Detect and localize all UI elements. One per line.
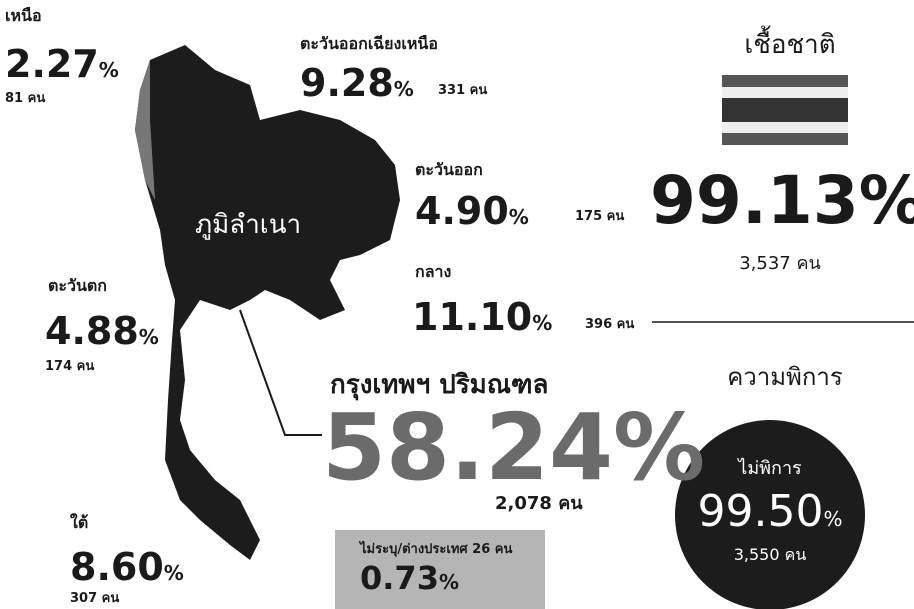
disability-label: ไม่พิการ bbox=[738, 458, 802, 479]
disability-title: ความพิการ bbox=[727, 363, 843, 391]
unit: % bbox=[532, 311, 553, 335]
unit: % bbox=[138, 325, 159, 349]
region-name: กรุงเทพฯ ปริมณฑล bbox=[330, 370, 549, 400]
value: 8.60 bbox=[70, 545, 164, 589]
region-count: 307 คน bbox=[70, 591, 120, 606]
unit: % bbox=[859, 162, 914, 239]
region-name: ตะวันออกเฉียงเหนือ bbox=[300, 34, 438, 53]
ethnicity-percent: 99.13% bbox=[650, 168, 914, 234]
region-percent: 4.90% bbox=[415, 192, 529, 230]
region-name: เหนือ bbox=[5, 6, 42, 25]
disability-count: 3,550 คน bbox=[733, 545, 807, 564]
value: 58.24 bbox=[322, 394, 614, 501]
map-label: ภูมิลำเนา bbox=[195, 210, 302, 240]
region-count: 331 คน bbox=[438, 83, 488, 98]
region-percent: 58.24% bbox=[322, 402, 705, 494]
region-count: 175 คน bbox=[575, 209, 625, 224]
unit: % bbox=[823, 507, 843, 531]
value: 99.50 bbox=[697, 486, 824, 537]
value: 4.88 bbox=[45, 309, 139, 353]
ethnicity-count: 3,537 คน bbox=[739, 253, 821, 274]
unspecified-percent: 0.73% bbox=[360, 562, 459, 594]
value: 9.28 bbox=[300, 61, 394, 105]
region-percent: 2.27% bbox=[5, 45, 119, 83]
value: 11.10 bbox=[412, 295, 533, 339]
region-name: กลาง bbox=[415, 262, 452, 281]
unit: % bbox=[163, 561, 184, 585]
region-count: 174 คน bbox=[45, 359, 95, 374]
value: 2.27 bbox=[5, 42, 99, 86]
region-name: ตะวันตก bbox=[48, 276, 107, 295]
region-percent: 9.28% bbox=[300, 64, 414, 102]
region-count: 396 คน bbox=[585, 317, 635, 332]
unit: % bbox=[508, 205, 529, 229]
region-count: 2,078 คน bbox=[495, 493, 583, 514]
unit: % bbox=[613, 394, 706, 501]
disability-circle bbox=[675, 420, 865, 609]
region-count: 81 คน bbox=[5, 91, 46, 106]
thai-flag bbox=[722, 75, 848, 145]
region-percent: 11.10% bbox=[412, 298, 552, 336]
region-name: ใต้ bbox=[70, 513, 89, 532]
unit: % bbox=[393, 77, 414, 101]
value: 4.90 bbox=[415, 189, 509, 233]
unit: % bbox=[98, 58, 119, 82]
value: 99.13 bbox=[650, 162, 859, 239]
unit: % bbox=[438, 570, 459, 594]
disability-percent: 99.50% bbox=[670, 490, 870, 534]
region-percent: 4.88% bbox=[45, 312, 159, 350]
region-name: ตะวันออก bbox=[415, 160, 483, 179]
ethnicity-title: เชื้อชาติ bbox=[744, 30, 836, 60]
unspecified-label: ไม่ระบุ/ต่างประเทศ 26 คน bbox=[360, 542, 513, 557]
region-percent: 8.60% bbox=[70, 548, 184, 586]
leader-line bbox=[239, 309, 322, 436]
map-shadow bbox=[135, 60, 155, 200]
value: 0.73 bbox=[360, 559, 439, 597]
thailand-map bbox=[135, 45, 400, 560]
unspecified-box bbox=[335, 530, 545, 609]
